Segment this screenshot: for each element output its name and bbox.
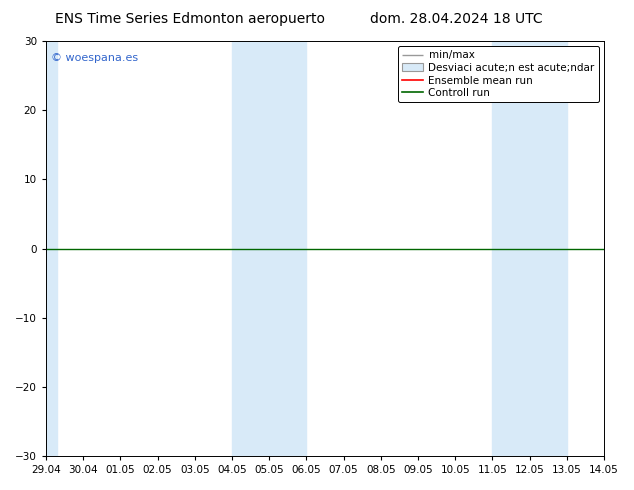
Text: © woespana.es: © woespana.es	[51, 53, 139, 64]
Bar	[232, 41, 269, 456]
Text: dom. 28.04.2024 18 UTC: dom. 28.04.2024 18 UTC	[370, 12, 543, 26]
Legend: min/max, Desviaci acute;n est acute;ndar, Ensemble mean run, Controll run: min/max, Desviaci acute;n est acute;ndar…	[398, 46, 599, 102]
Bar	[269, 41, 306, 456]
Bar	[493, 41, 529, 456]
Bar	[529, 41, 567, 456]
Text: ENS Time Series Edmonton aeropuerto: ENS Time Series Edmonton aeropuerto	[55, 12, 325, 26]
Bar	[35, 41, 57, 456]
